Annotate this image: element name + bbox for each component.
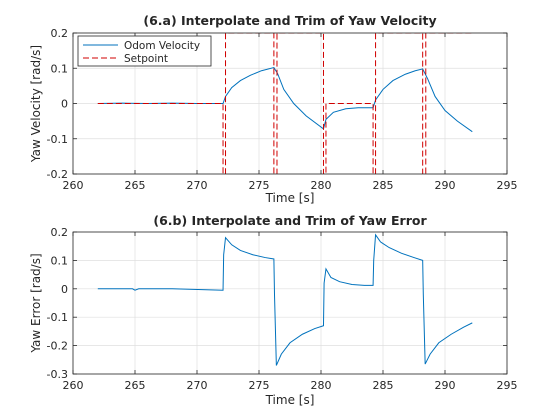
chart-a-ytick-label: -0.1: [47, 133, 68, 146]
chart-b-ytick-label: -0.2: [47, 340, 68, 353]
chart-b-ytick-label: 0.2: [51, 226, 69, 239]
chart-a-ytick-label: 0: [61, 98, 68, 111]
chart-a-xtick-label: 285: [373, 179, 394, 192]
chart-b-ytick-label: -0.1: [47, 311, 68, 324]
chart-b-ytick-label: 0: [61, 283, 68, 296]
chart-b-series: [97, 233, 473, 366]
legend-label-setpoint: Setpoint: [124, 53, 168, 65]
chart-a-ytick-label: 0.1: [51, 62, 69, 75]
legend-box: [77, 35, 212, 67]
chart-b-xtick-label: 260: [63, 379, 84, 392]
chart-b-xtick-label: 295: [497, 379, 518, 392]
chart-a-xtick-label: 290: [435, 179, 456, 192]
chart-b-xtick-label: 285: [373, 379, 394, 392]
chart-a-xlabel: Time [s]: [265, 191, 315, 205]
legend-label-odom: Odom Velocity: [124, 40, 200, 52]
chart-b-ticks: 260 265 270 275 280 285 290 295 -0.3 -0.2 -0.1 0 0.1…: [47, 226, 518, 392]
chart-a-series: [97, 33, 473, 174]
chart-a-ticks: 260 265 270 275 280 285 290 295 -0.2 -0.1 0 0.1 0.2: [47, 27, 518, 192]
chart-a-legend: Odom Velocity Setpoint: [77, 35, 212, 67]
chart-b-grid: [72, 231, 508, 375]
chart-b-xtick-label: 270: [187, 379, 208, 392]
chart-b-xlabel: Time [s]: [265, 393, 315, 407]
chart-a-xtick-label: 295: [497, 179, 518, 192]
chart-a-xtick-label: 260: [63, 179, 84, 192]
chart-yaw-error: (6.b) Interpolate and Trim of Yaw Error …: [29, 213, 518, 407]
chart-a-xtick-label: 275: [249, 179, 270, 192]
chart-b-xtick-label: 280: [311, 379, 332, 392]
chart-b-ylabel: Yaw Error [rad/s]: [29, 253, 43, 353]
chart-a-series-odom-velocity: [97, 66, 473, 133]
chart-b-frame: [72, 231, 508, 375]
chart-a-xtick-label: 270: [187, 179, 208, 192]
chart-b-ytick-label: -0.3: [47, 368, 68, 381]
chart-a-ytick-label: 0.2: [51, 27, 69, 40]
chart-b-xtick-label: 290: [435, 379, 456, 392]
chart-b-xtick-label: 275: [249, 379, 270, 392]
chart-b-series-line-0: [97, 233, 473, 366]
chart-yaw-velocity: (6.a) Interpolate and Trim of Yaw Veloci…: [29, 13, 518, 205]
chart-a-xtick-label: 265: [125, 179, 146, 192]
chart-a-ylabel: Yaw Velocity [rad/s]: [29, 45, 43, 163]
chart-a-ytick-label: -0.2: [47, 168, 68, 181]
chart-a-title: (6.a) Interpolate and Trim of Yaw Veloci…: [143, 13, 436, 28]
chart-b-title: (6.b) Interpolate and Trim of Yaw Error: [153, 213, 427, 228]
chart-b-xtick-label: 265: [125, 379, 146, 392]
chart-b-ytick-label: 0.1: [51, 254, 69, 267]
chart-a-xtick-label: 280: [311, 179, 332, 192]
